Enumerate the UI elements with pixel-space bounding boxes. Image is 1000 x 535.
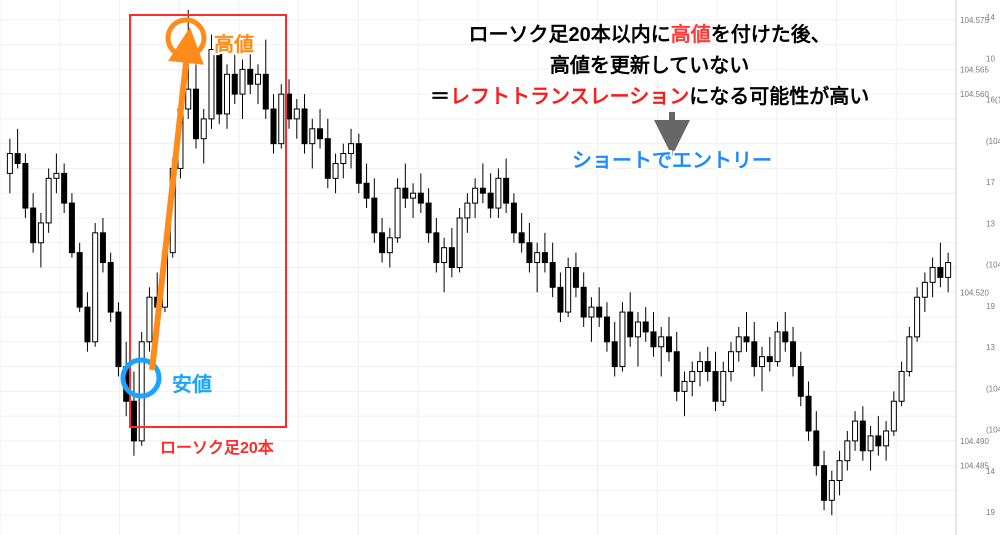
svg-text:104.565: 104.565: [960, 65, 989, 74]
svg-text:16(104.565): 16(104.565): [986, 96, 1000, 105]
low-label: 安値 安値: [172, 368, 212, 397]
svg-text:(104.485): (104.485): [986, 426, 1000, 435]
entry-label: ショートでエントリー ショートでエントリー: [572, 144, 772, 173]
desc-line3-pre: ＝: [430, 86, 450, 108]
description-block: ローソク足20本以内に高値を付けた後、 高値を更新していない ＝レフトトランスレ…: [430, 20, 869, 113]
svg-text:(104.490): (104.490): [986, 384, 1000, 393]
svg-text:14: 14: [986, 13, 995, 22]
svg-text:(104.560): (104.560): [986, 137, 1000, 146]
svg-text:14: 14: [986, 467, 995, 476]
box-label: ローソク足20本 ローソク足20本: [160, 434, 274, 458]
svg-text:17: 17: [986, 178, 995, 187]
svg-text:104.490: 104.490: [960, 437, 989, 446]
desc-line1-em: 高値: [671, 24, 711, 46]
svg-text:13: 13: [986, 343, 995, 352]
desc-line3-em: レフトトランスレーション: [450, 86, 689, 108]
high-label: 高値 高値: [214, 28, 254, 57]
svg-text:13: 13: [986, 219, 995, 228]
svg-text:19: 19: [986, 508, 995, 517]
svg-text:104.520: 104.520: [960, 288, 989, 297]
desc-line1-post: を付けた後、: [711, 24, 831, 46]
desc-line1-pre: ローソク足20本以内に: [468, 24, 670, 46]
svg-text:(104.520): (104.520): [986, 261, 1000, 270]
svg-text:19: 19: [986, 302, 995, 311]
desc-line2: 高値を更新していない: [550, 55, 749, 77]
desc-line3-post: になる可能性が高い: [689, 86, 869, 108]
svg-text:10: 10: [986, 54, 995, 63]
